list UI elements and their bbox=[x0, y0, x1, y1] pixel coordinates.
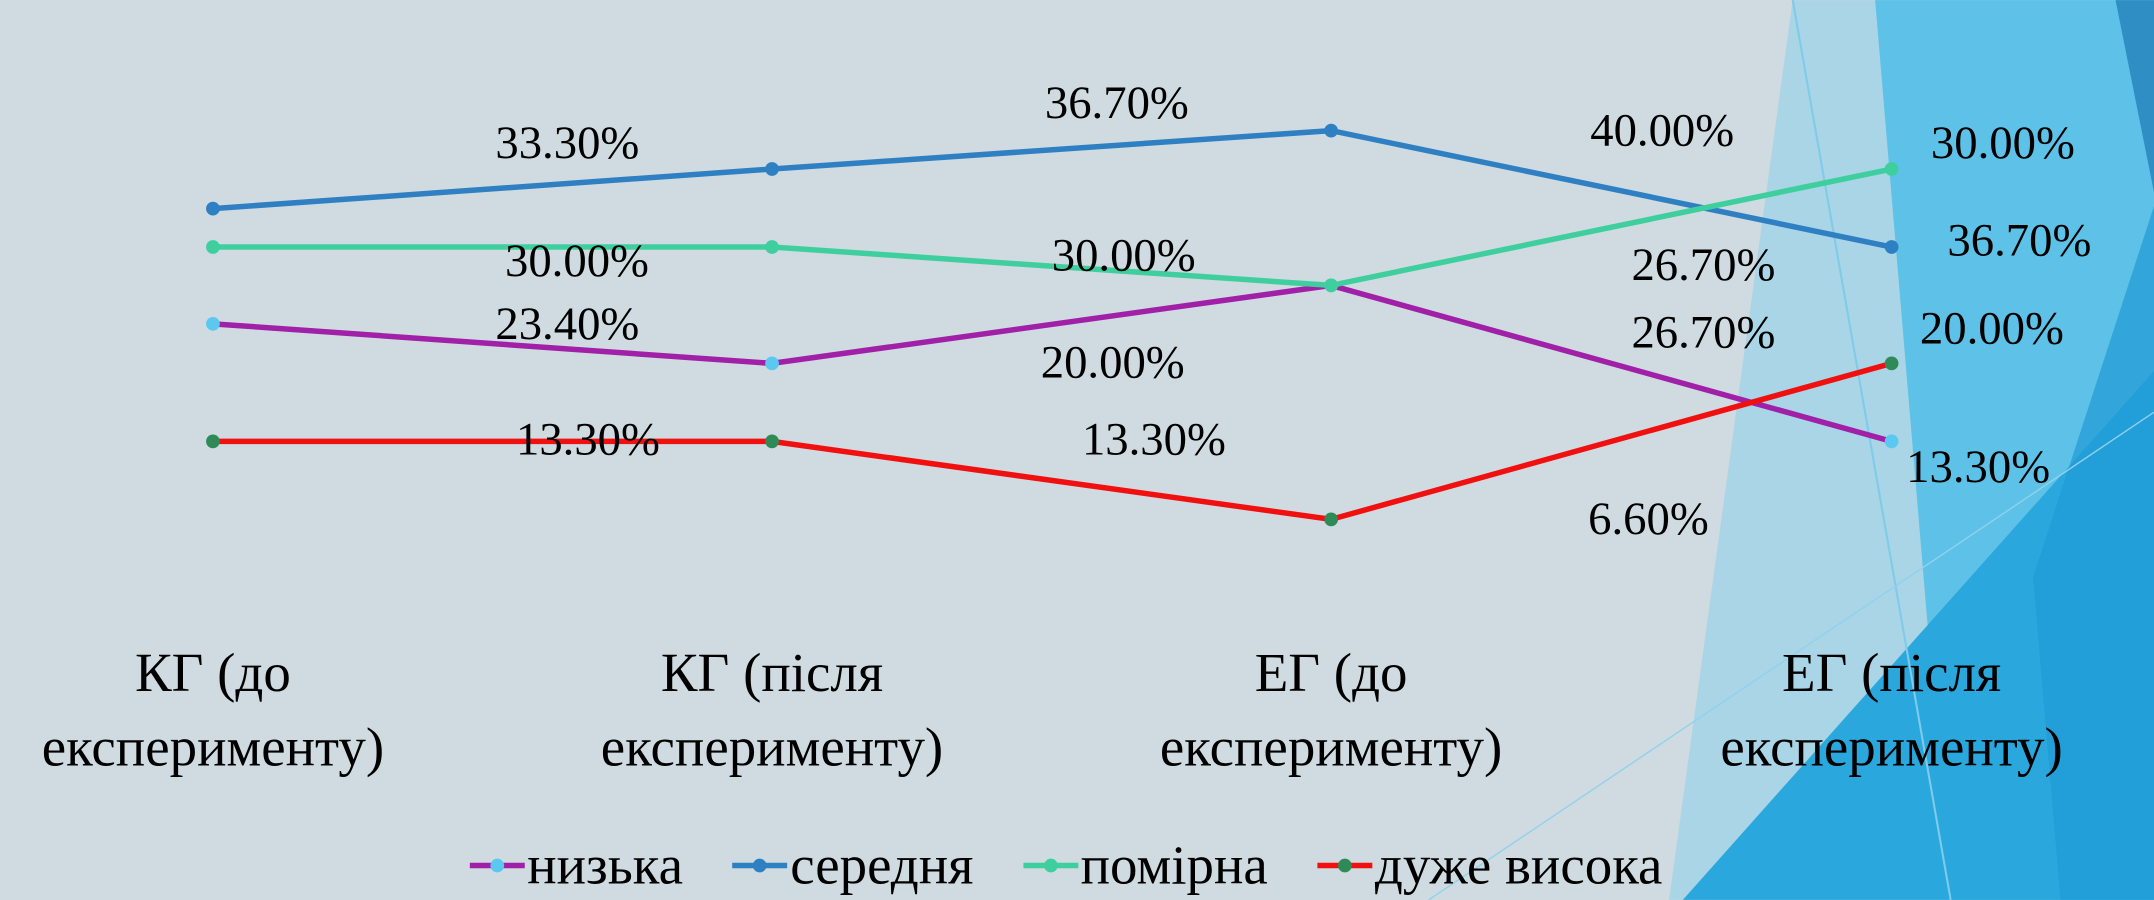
data-point bbox=[206, 316, 220, 331]
data-point bbox=[1884, 434, 1899, 449]
data-label: 20.00% bbox=[1041, 337, 1185, 389]
data-point bbox=[1324, 123, 1339, 138]
data-label: 30.00% bbox=[505, 235, 649, 287]
data-label: 40.00% bbox=[1590, 104, 1734, 156]
data-label: 13.30% bbox=[1906, 441, 2050, 493]
legend-item: дуже висока bbox=[1314, 833, 1662, 898]
legend-item: середня bbox=[730, 833, 974, 898]
data-label: 30.00% bbox=[1052, 229, 1196, 281]
data-label: 30.00% bbox=[1931, 117, 2075, 169]
legend-swatch bbox=[1317, 857, 1373, 872]
x-tick-label-box: КГ (після експерименту) bbox=[600, 641, 944, 778]
data-label: 13.30% bbox=[1082, 414, 1226, 466]
x-tick-label: КГ (до експерименту) bbox=[41, 641, 385, 778]
data-label: 20.00% bbox=[1920, 302, 2064, 354]
legend-swatch bbox=[732, 857, 788, 872]
data-label: 26.70% bbox=[1631, 306, 1775, 358]
legend-item: низька bbox=[467, 833, 683, 898]
data-point bbox=[1884, 356, 1899, 371]
data-point bbox=[1324, 512, 1339, 527]
data-point bbox=[765, 240, 779, 254]
x-tick-label: ЕГ (після експерименту) bbox=[1720, 641, 2063, 778]
data-point bbox=[765, 162, 779, 176]
x-tick-label: ЕГ (до експерименту) bbox=[1159, 641, 1503, 778]
legend-swatch bbox=[1022, 857, 1078, 872]
data-point bbox=[1884, 162, 1899, 176]
legend-swatch bbox=[469, 857, 525, 872]
x-tick-label: КГ (після експерименту) bbox=[600, 641, 944, 778]
legend-label: середня bbox=[790, 833, 974, 896]
data-point bbox=[765, 356, 779, 371]
data-point bbox=[765, 434, 779, 449]
series-line bbox=[212, 282, 1893, 445]
legend-label: дуже висока bbox=[1374, 833, 1663, 896]
data-label: 13.30% bbox=[516, 414, 660, 466]
x-tick-label-box: ЕГ (до експерименту) bbox=[1159, 641, 1503, 778]
data-point bbox=[1884, 240, 1899, 254]
data-point bbox=[206, 240, 220, 254]
data-label: 23.40% bbox=[495, 298, 639, 350]
data-label: 6.60% bbox=[1588, 493, 1709, 545]
data-point bbox=[206, 201, 220, 216]
x-tick-label-box: ЕГ (після експерименту) bbox=[1720, 641, 2063, 778]
series-line bbox=[212, 127, 1893, 250]
x-tick-label-box: КГ (до експерименту) bbox=[41, 641, 385, 778]
legend-item: помірна bbox=[1020, 833, 1268, 898]
data-label: 36.70% bbox=[1947, 214, 2091, 266]
legend-label: низька bbox=[527, 833, 684, 896]
legend-box: низька середня помірна дуже висока bbox=[316, 833, 1813, 898]
legend-label: помірна bbox=[1080, 833, 1268, 896]
data-label: 26.70% bbox=[1631, 239, 1775, 291]
data-label: 33.30% bbox=[495, 117, 639, 169]
series-line bbox=[212, 166, 1893, 289]
data-label: 36.70% bbox=[1045, 77, 1189, 129]
data-point bbox=[206, 434, 220, 449]
legend: низька середня помірна дуже висока bbox=[316, 833, 1813, 898]
data-point bbox=[1324, 278, 1339, 293]
series-line bbox=[212, 360, 1893, 523]
